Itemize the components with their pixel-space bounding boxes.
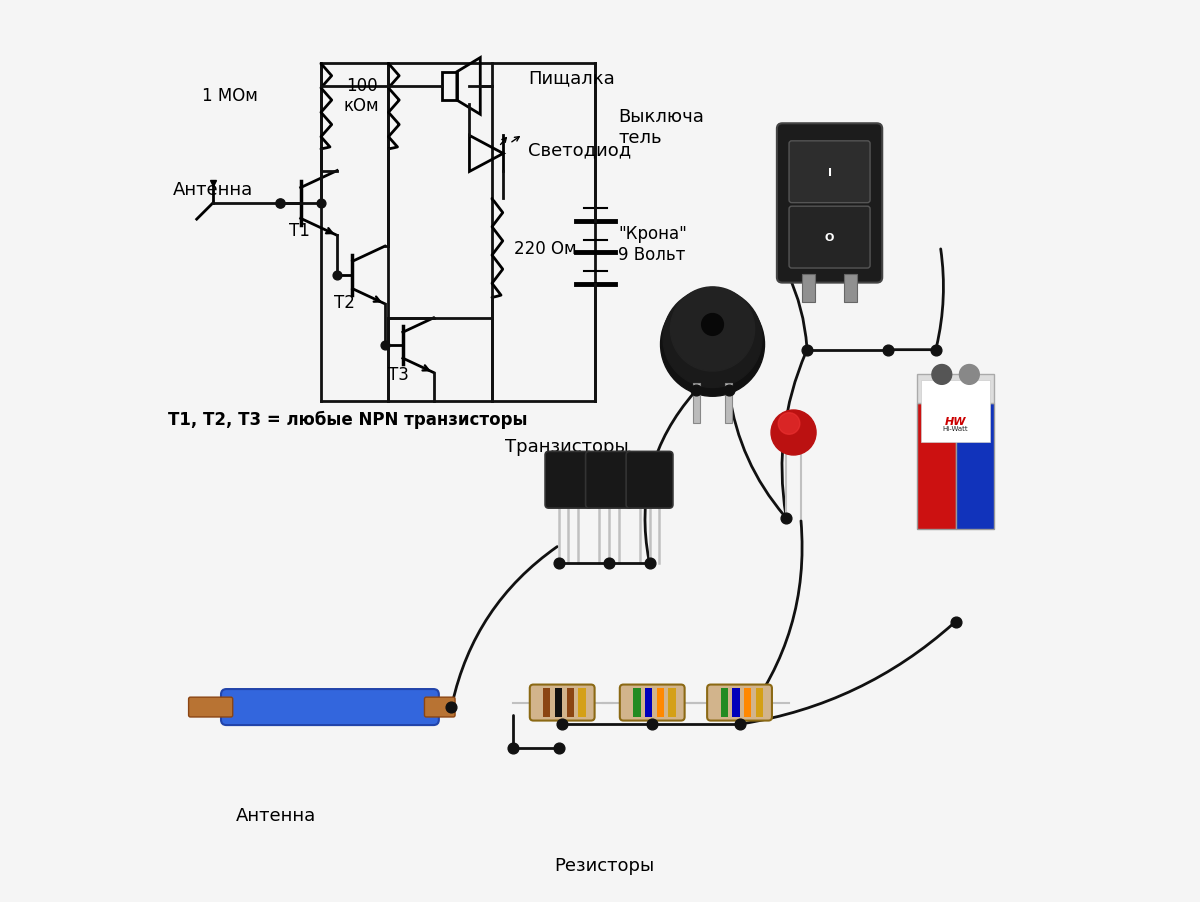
Point [643, 717, 662, 732]
Circle shape [779, 413, 800, 435]
Text: Пищалка: Пищалка [528, 69, 614, 87]
Bar [656, 688, 664, 717]
Point [550, 557, 569, 571]
Bar [566, 688, 574, 717]
Text: Транзисторы: Транзисторы [505, 437, 629, 456]
Text: HW: HW [944, 417, 966, 427]
Point [442, 700, 461, 714]
Bar [920, 381, 990, 443]
Circle shape [664, 290, 762, 388]
Bar [725, 383, 732, 424]
Text: "Крона"
9 Вольт: "Крона" 9 Вольт [618, 225, 686, 263]
Text: Hi-Watt: Hi-Watt [943, 426, 968, 431]
Text: 1 МОм: 1 МОм [202, 87, 258, 105]
Bar [646, 688, 653, 717]
Point [328, 269, 347, 283]
FancyBboxPatch shape [425, 697, 455, 717]
Point [730, 717, 749, 732]
Circle shape [671, 288, 755, 372]
Point [798, 343, 817, 357]
Bar [554, 688, 562, 717]
Point [552, 717, 571, 732]
FancyBboxPatch shape [626, 452, 673, 509]
Text: I: I [828, 168, 832, 178]
Text: Антенна: Антенна [235, 806, 316, 824]
Text: Выключа
тель: Выключа тель [618, 108, 704, 147]
Point [550, 741, 569, 755]
FancyBboxPatch shape [790, 207, 870, 269]
Bar [756, 688, 763, 717]
Bar [668, 688, 676, 717]
FancyBboxPatch shape [586, 452, 632, 509]
Text: Т2: Т2 [335, 294, 355, 311]
Point [776, 511, 796, 526]
Text: Светодиод: Светодиод [528, 141, 631, 159]
Bar [443, 73, 457, 101]
Bar [955, 404, 994, 529]
Point [946, 614, 965, 629]
Point [311, 197, 330, 211]
Point [503, 741, 522, 755]
Bar [844, 274, 857, 303]
FancyBboxPatch shape [776, 124, 882, 283]
Point [686, 383, 706, 398]
Bar [917, 404, 955, 529]
Bar [544, 688, 551, 717]
Circle shape [960, 365, 979, 385]
Text: Т3: Т3 [389, 365, 409, 383]
FancyBboxPatch shape [620, 685, 685, 721]
Point [271, 197, 290, 211]
Bar [917, 375, 994, 404]
Bar [692, 383, 700, 424]
Bar [634, 688, 641, 717]
FancyBboxPatch shape [790, 142, 870, 204]
Text: Т1, Т2, Т3 = любые NPN транзисторы: Т1, Т2, Т3 = любые NPN транзисторы [168, 410, 527, 428]
Point [376, 338, 395, 353]
Text: 220 Ом: 220 Ом [515, 240, 577, 258]
Bar [721, 688, 728, 717]
Circle shape [660, 293, 764, 397]
Point [719, 383, 738, 398]
Point [926, 343, 946, 357]
Circle shape [772, 410, 816, 456]
Text: O: O [824, 233, 834, 243]
Bar [578, 688, 586, 717]
Text: Т1: Т1 [289, 222, 311, 240]
FancyBboxPatch shape [707, 685, 772, 721]
Point [640, 557, 659, 571]
FancyBboxPatch shape [221, 689, 439, 725]
Point [600, 557, 619, 571]
FancyBboxPatch shape [529, 685, 594, 721]
Text: Резисторы: Резисторы [554, 856, 655, 874]
FancyBboxPatch shape [545, 452, 592, 509]
Circle shape [932, 365, 952, 385]
Point [878, 343, 898, 357]
Circle shape [702, 314, 724, 336]
FancyBboxPatch shape [188, 697, 233, 717]
Bar [732, 688, 739, 717]
Bar [803, 274, 815, 303]
Bar [744, 688, 751, 717]
Text: Антенна: Антенна [173, 181, 253, 199]
Text: 100
кОм: 100 кОм [343, 77, 379, 115]
